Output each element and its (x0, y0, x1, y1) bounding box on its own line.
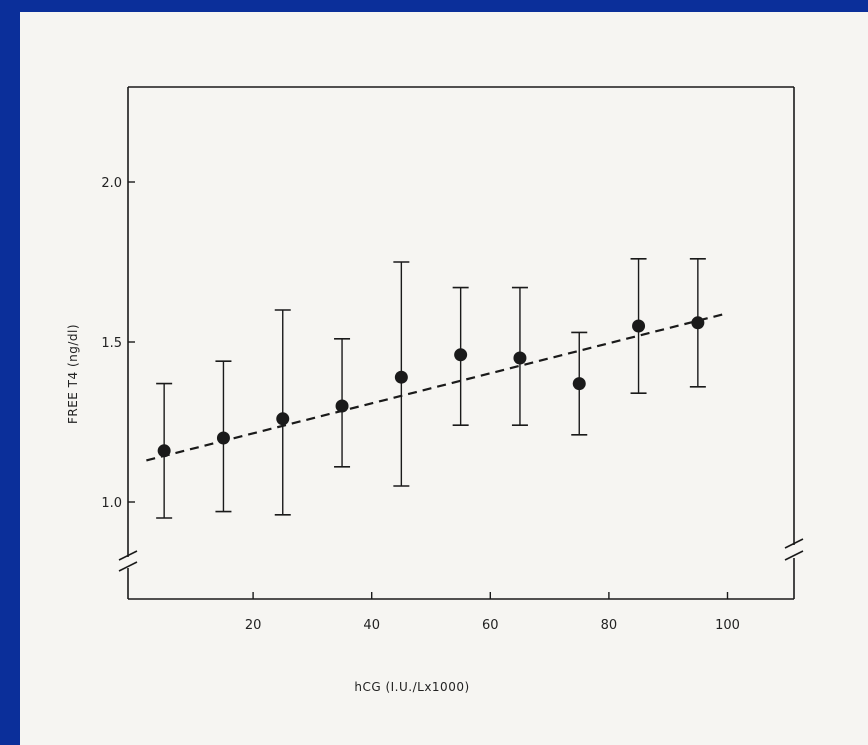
y-tick-label: 1.0 (101, 496, 122, 511)
data-point (572, 377, 586, 391)
data-point (335, 399, 349, 413)
slide-background: 20 40 60 80 100 1.0 1.5 2.0 hCG (I.U./Lx1000) F… (20, 12, 868, 745)
x-axis-label: hCG (I.U./Lx1000) (354, 680, 469, 694)
trend-line-group (146, 312, 728, 462)
data-point (632, 319, 646, 333)
x-tick-label: 20 (245, 618, 262, 633)
y-axis-break-mark (118, 561, 138, 572)
data-point (157, 444, 171, 458)
y-tick-label: 2.0 (101, 176, 122, 191)
data-point (216, 431, 230, 445)
data-points (157, 316, 705, 458)
tick-marks (128, 181, 729, 599)
x-tick-label: 100 (715, 618, 740, 633)
data-point (513, 351, 527, 365)
data-point (276, 412, 290, 426)
data-point (454, 348, 468, 362)
plot-frame (118, 86, 804, 600)
right-border-break-mark (784, 538, 804, 549)
x-tick-label: 60 (482, 618, 499, 633)
x-tick-label: 80 (601, 618, 618, 633)
data-point (394, 370, 408, 384)
data-point (691, 316, 705, 330)
trend-line (146, 312, 728, 462)
tick-labels: 20 40 60 80 100 1.0 1.5 2.0 (101, 176, 740, 633)
y-axis-break-mark (118, 550, 138, 561)
y-axis-label: FREE T4 (ng/dl) (66, 324, 80, 424)
x-tick-label: 40 (363, 618, 380, 633)
chart: 20 40 60 80 100 1.0 1.5 2.0 hCG (I.U./Lx1000) F… (66, 86, 804, 694)
y-tick-label: 1.5 (101, 336, 122, 351)
right-border-break-mark (784, 550, 804, 561)
